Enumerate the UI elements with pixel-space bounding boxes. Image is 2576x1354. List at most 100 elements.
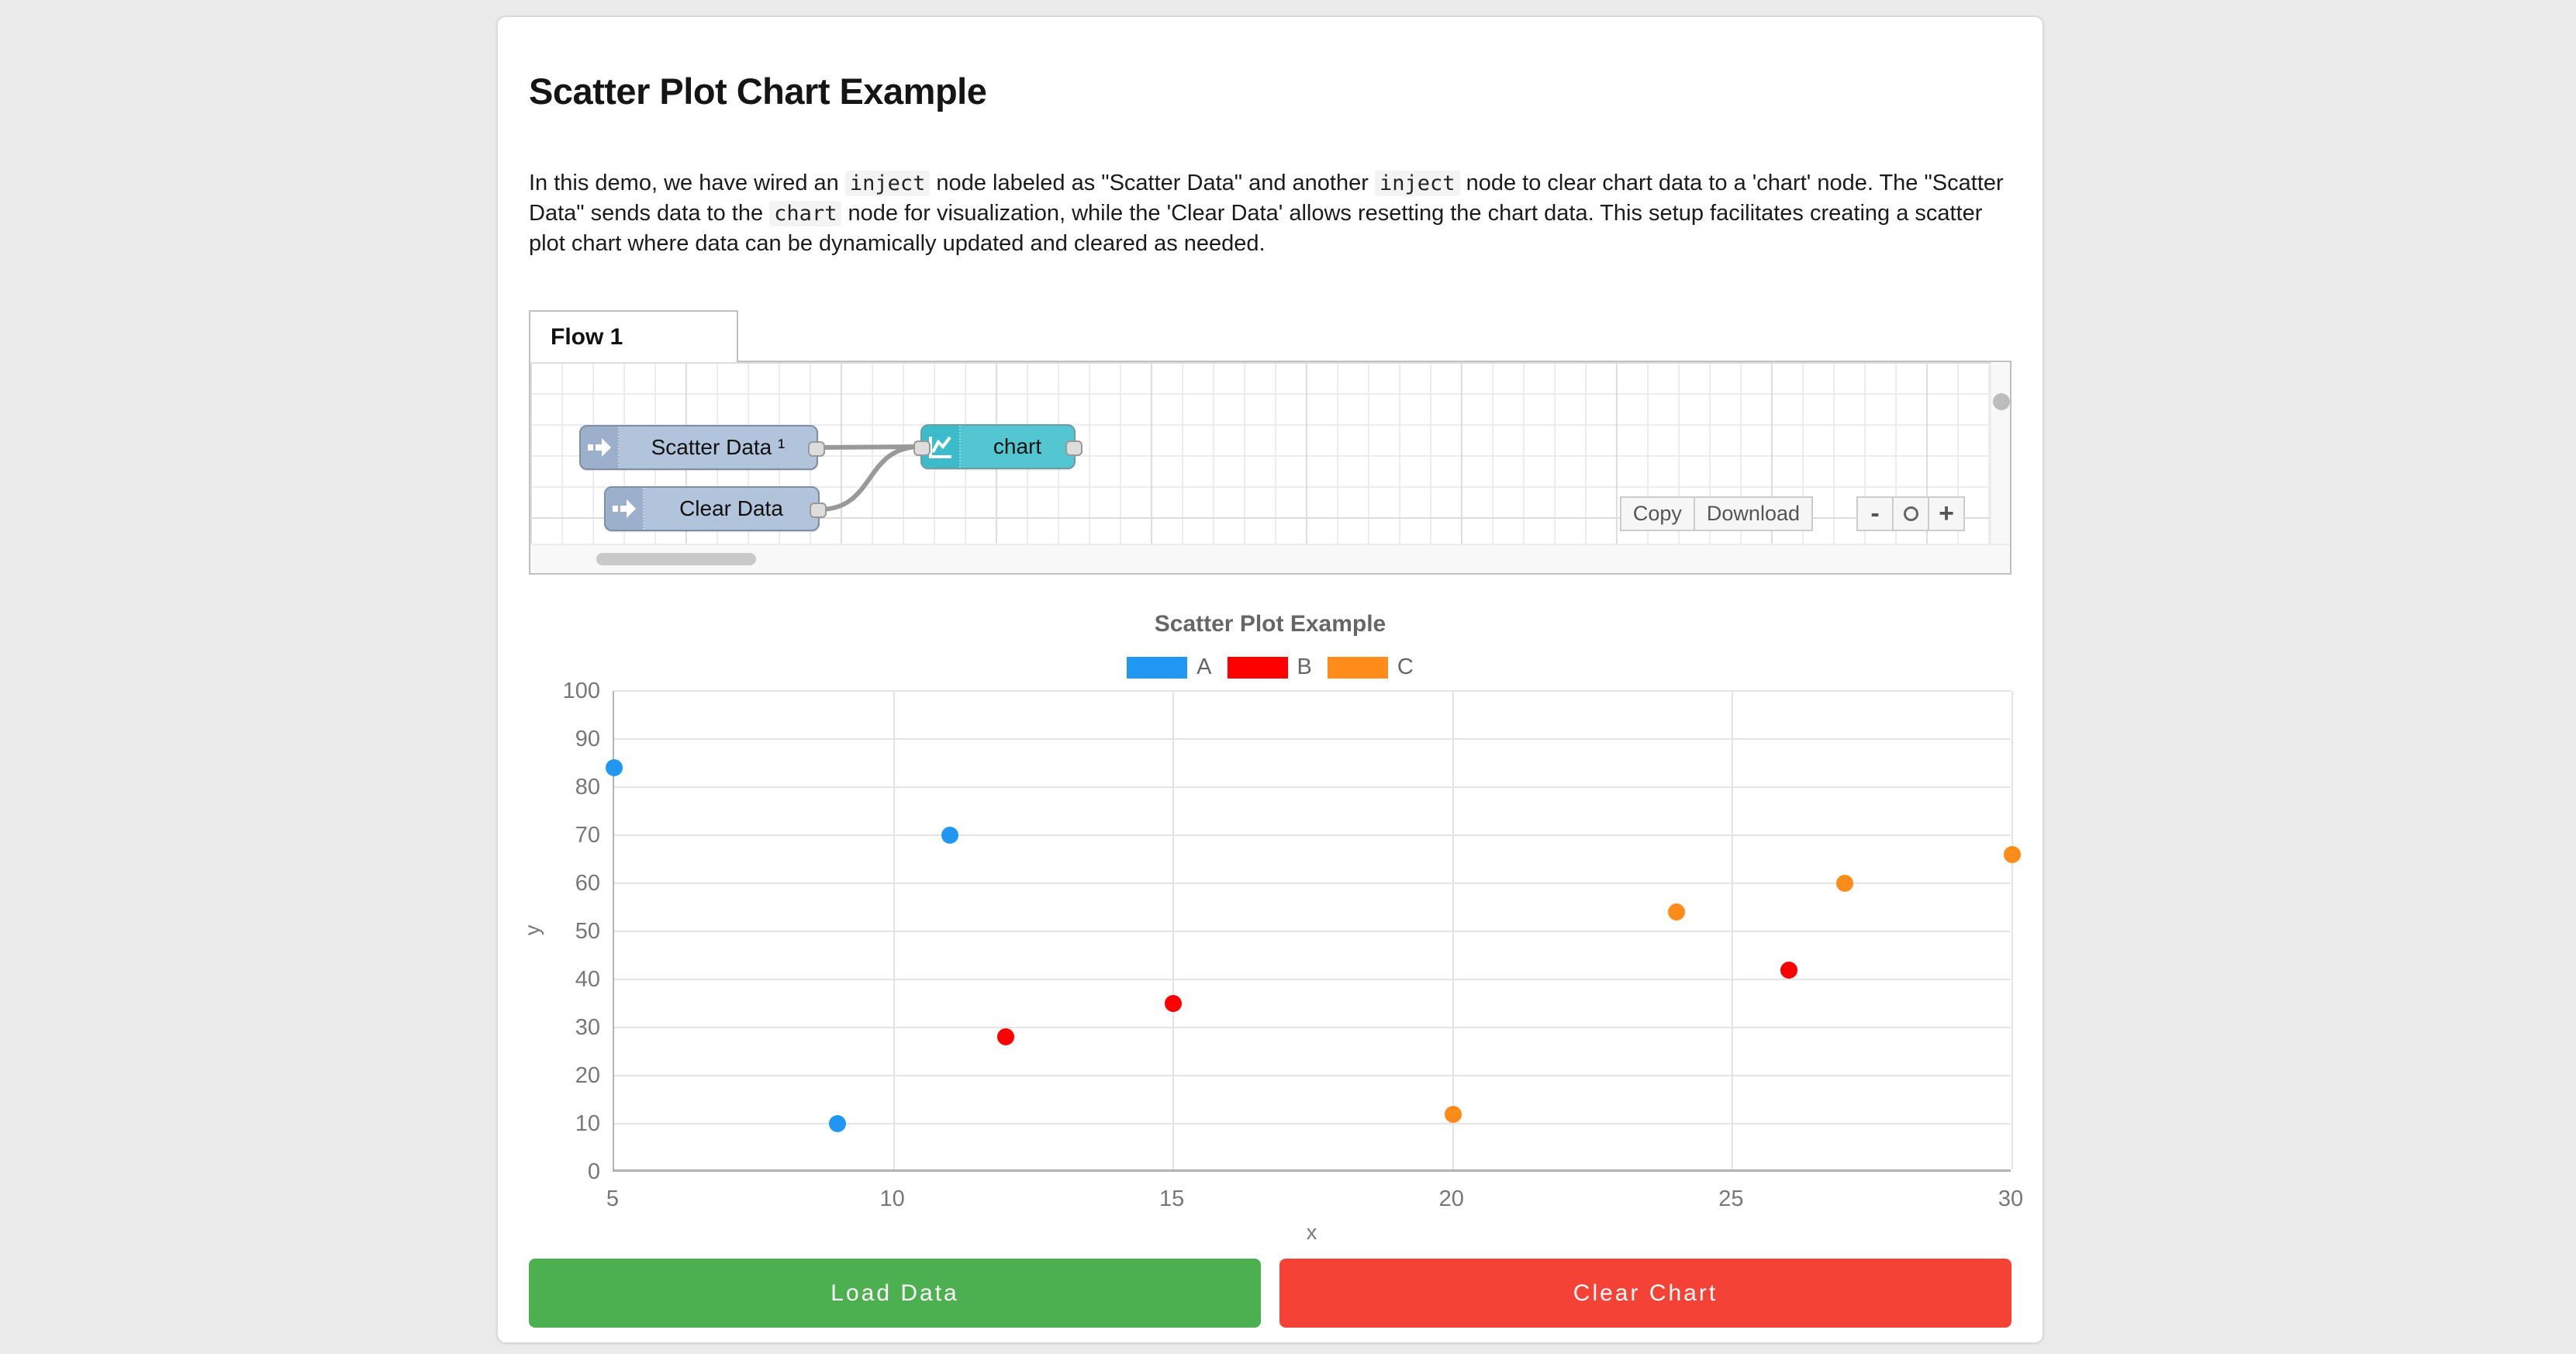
inject-arrow-icon [588, 438, 611, 457]
circle-icon [1903, 506, 1918, 521]
gridline-y [614, 979, 2011, 980]
chart-title: Scatter Plot Example [1154, 611, 1386, 637]
gridline-y [614, 1027, 2011, 1028]
node-chart[interactable]: chart [913, 424, 1083, 469]
copy-button[interactable]: Copy [1619, 496, 1695, 531]
y-tick-label: 0 [587, 1159, 600, 1184]
inject-icon-box [581, 427, 620, 468]
input-port [913, 440, 931, 456]
node-clear-data[interactable]: Clear Data [604, 486, 827, 531]
zoom-reset-button[interactable] [1892, 496, 1929, 531]
gridline-y [614, 738, 2011, 740]
y-tick-label: 70 [575, 823, 600, 848]
output-port [808, 441, 825, 457]
legend-item-B[interactable]: B [1227, 655, 1312, 680]
gridline-y [614, 834, 2011, 836]
action-buttons: Load Data Clear Chart [529, 1259, 2011, 1328]
flow-editor: Flow 1 Scatter Data ¹ [529, 310, 2011, 575]
y-tick-label: 100 [562, 679, 600, 703]
node-label: chart [993, 434, 1042, 458]
x-tick-label: 30 [1998, 1186, 2024, 1211]
scatter-point-C [2004, 845, 2021, 863]
legend-label: C [1397, 655, 1414, 679]
plot-area [606, 690, 2021, 1172]
flow-tab-label: Flow 1 [551, 323, 623, 350]
canvas-actions: Copy Download [1619, 496, 1813, 531]
minus-icon: - [1870, 499, 1880, 528]
node-label: Clear Data [679, 496, 783, 520]
flow-canvas[interactable]: Scatter Data ¹ Clear Data [529, 361, 2011, 575]
x-tick-label: 10 [879, 1186, 905, 1211]
y-tick-label: 50 [575, 919, 600, 944]
scatter-point-C [1444, 1105, 1462, 1123]
scatter-point-A [941, 827, 958, 844]
gridline-x [1172, 691, 1175, 1169]
scatter-point-C [1668, 903, 1686, 921]
legend-label: A [1196, 655, 1212, 679]
vertical-scrollbar[interactable] [1990, 362, 2010, 544]
node-scatter-data[interactable]: Scatter Data ¹ [579, 425, 825, 470]
x-tick-label: 25 [1718, 1186, 1744, 1211]
legend-item-A[interactable]: A [1127, 655, 1212, 680]
scatter-point-A [829, 1115, 847, 1132]
chart-legend: A B C [529, 655, 2011, 680]
plus-icon: + [1939, 499, 1954, 528]
description-text: node to clear chart data to a 'chart' no… [529, 171, 2004, 226]
flow-tab[interactable]: Flow 1 [529, 310, 738, 362]
scatter-point-B [1780, 961, 1797, 979]
download-button-label: Download [1706, 502, 1800, 525]
y-tick-label: 80 [575, 775, 600, 800]
download-button[interactable]: Download [1693, 496, 1813, 531]
x-axis-label: x [1306, 1221, 1317, 1244]
x-tick-label: 20 [1438, 1186, 1464, 1211]
gridline-y [614, 690, 2011, 692]
scatter-point-B [1165, 995, 1183, 1012]
inject-arrow-icon [613, 499, 636, 518]
y-tick-label: 60 [575, 871, 600, 896]
scatter-point-A [606, 759, 623, 777]
scatter-point-B [996, 1028, 1014, 1046]
x-tick-label: 15 [1159, 1186, 1185, 1211]
node-label: Scatter Data ¹ [651, 435, 786, 459]
scatter-point-C [1835, 875, 1853, 892]
page-title: Scatter Plot Chart Example [529, 71, 987, 112]
inline-code: inject [1374, 171, 1460, 196]
wire-clear-to-chart [817, 444, 922, 512]
flow-wires [816, 444, 922, 512]
legend-label: B [1297, 655, 1312, 679]
inject-icon-box [606, 488, 644, 530]
clear-chart-button[interactable]: Clear Chart [1279, 1259, 2011, 1328]
horizontal-scrollbar[interactable] [530, 544, 2010, 573]
gridline-y [614, 1123, 2011, 1124]
gridline-x [893, 691, 895, 1169]
horizontal-scrollbar-thumb[interactable] [596, 553, 756, 565]
y-tick-label: 40 [575, 967, 600, 992]
gridline-y [614, 883, 2011, 884]
inline-code: inject [844, 171, 931, 196]
zoom-out-button[interactable]: - [1856, 496, 1894, 531]
y-tick-label: 90 [575, 727, 600, 751]
description-text: node labeled as "Scatter Data" and anoth… [930, 171, 1375, 195]
load-data-button[interactable]: Load Data [529, 1259, 1261, 1328]
description-text: node for visualization, while the 'Clear… [529, 201, 1983, 256]
legend-swatch [1227, 656, 1288, 679]
legend-item-C[interactable]: C [1327, 655, 1414, 680]
description: In this demo, we have wired an inject no… [529, 168, 2011, 259]
output-port [810, 503, 827, 518]
inline-code: chart [769, 201, 842, 226]
y-tick-label: 10 [575, 1111, 600, 1136]
y-tick-label: 30 [575, 1015, 600, 1040]
content-card: Scatter Plot Chart Example In this demo,… [496, 16, 2044, 1344]
gridline-x [1732, 691, 1734, 1169]
gridline-y [614, 786, 2011, 788]
description-text: In this demo, we have wired an [529, 171, 845, 195]
load-data-button-label: Load Data [830, 1280, 959, 1306]
zoom-in-button[interactable]: + [1928, 496, 1965, 531]
gridline-y [614, 931, 2011, 932]
chart-line-icon [929, 436, 951, 458]
output-port [1065, 440, 1083, 456]
vertical-scrollbar-thumb[interactable] [1993, 393, 2010, 410]
legend-swatch [1127, 656, 1188, 679]
y-tick-label: 20 [575, 1063, 600, 1088]
